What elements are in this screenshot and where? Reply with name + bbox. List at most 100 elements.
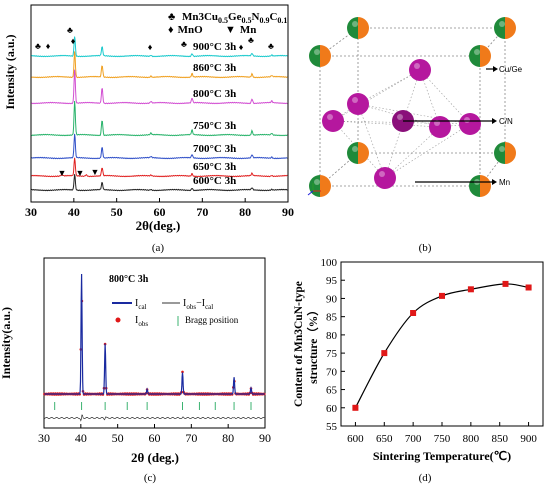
panel-d-ytick-label: 100 bbox=[321, 257, 338, 269]
phase-marker-mn3cugen: ♣ bbox=[181, 39, 187, 49]
phase-marker-mn3cugen: ♣ bbox=[268, 41, 274, 51]
atom-highlight bbox=[327, 114, 333, 120]
atom-highlight bbox=[499, 146, 505, 152]
corner-atom-cu-ge bbox=[469, 175, 491, 197]
xrd-trace-4 bbox=[31, 133, 288, 160]
panel-d-xtick-label: 800 bbox=[463, 433, 480, 445]
panel-d-ytick-label: 55 bbox=[326, 421, 338, 433]
face-atom-mn bbox=[374, 167, 396, 189]
series-label-2: 800°C 3h bbox=[193, 88, 236, 100]
octahedron-edge bbox=[332, 69, 421, 122]
panel-a-x-axis-label: 2θ(deg.) bbox=[136, 218, 181, 233]
phase-marker-mn: ▼ bbox=[58, 168, 67, 178]
atom-half-green bbox=[469, 175, 480, 197]
legend-marker-iobs bbox=[115, 317, 121, 323]
content-data-point bbox=[352, 404, 359, 411]
panel-d-ytick-label: 60 bbox=[326, 403, 338, 415]
panel-a-xtick-label: 40 bbox=[68, 205, 80, 219]
atom-highlight bbox=[379, 171, 385, 177]
atom-half-orange bbox=[358, 142, 369, 164]
series-label-4: 700°C 3h bbox=[193, 143, 236, 155]
atom-half-orange bbox=[320, 45, 331, 67]
content-data-point bbox=[439, 292, 445, 299]
legend-bragg: Bragg position bbox=[185, 315, 239, 325]
panel-d-y-axis-label-line1: Content of Mn3CuN-type bbox=[293, 281, 305, 407]
series-label-0: 900°C 3h bbox=[193, 41, 236, 53]
corner-atom-cu-ge bbox=[469, 45, 491, 67]
panel-a-xtick-label: 50 bbox=[111, 205, 123, 219]
series-label-6: 600°C 3h bbox=[193, 175, 236, 187]
panel-b-crystal-structure: Cu/Ge C/N Mn (b) bbox=[307, 17, 523, 254]
panel-d-ytick-label: 70 bbox=[326, 366, 338, 378]
corner-atom-cu-ge bbox=[494, 142, 516, 164]
panel-d-xtick-label: 700 bbox=[405, 433, 422, 445]
panel-c-xtick-label: 30 bbox=[38, 431, 50, 445]
face-atom-mn bbox=[409, 59, 431, 81]
panel-a-y-axis-label: Intensity (a.u.) bbox=[3, 34, 17, 109]
panel-d-x-axis-label: Sintering Temperature(℃) bbox=[373, 449, 511, 463]
panel-c-xtick-label: 40 bbox=[75, 431, 87, 445]
series-label-5: 650°C 3h bbox=[193, 161, 236, 173]
panel-b-caption: (b) bbox=[419, 242, 432, 254]
octahedron-edge bbox=[384, 123, 471, 179]
panel-a-xtick-label: 60 bbox=[154, 205, 166, 219]
xrd-trace-2 bbox=[31, 69, 288, 105]
atom-half-green bbox=[494, 142, 505, 164]
phase-marker-mn3cugen: ♣ bbox=[248, 35, 254, 45]
panel-a-caption: (a) bbox=[152, 242, 165, 254]
panel-c-chart: 30 40 50 60 70 80 90 800°C 3h Ical Iobs−Ical I… bbox=[0, 257, 271, 484]
corner-atom-cu-ge bbox=[347, 17, 369, 39]
panel-a-xtick-label: 70 bbox=[196, 205, 208, 219]
label-mn: Mn bbox=[499, 178, 510, 187]
legend-iobs: Iobs bbox=[135, 315, 148, 328]
phase-marker-mno: ♦ bbox=[46, 41, 51, 51]
atom-highlight bbox=[414, 63, 420, 69]
atom-half-orange bbox=[358, 17, 369, 39]
panel-d-caption: (d) bbox=[419, 472, 432, 484]
phase-marker-mn: ▼ bbox=[91, 167, 100, 177]
atom-highlight bbox=[499, 21, 505, 27]
content-curve bbox=[354, 283, 529, 409]
series-label-1: 860°C 3h bbox=[193, 62, 236, 74]
panel-c-y-axis-label: Intensity(a.u.) bbox=[0, 307, 13, 379]
content-data-point bbox=[410, 310, 417, 316]
phase-marker-mn3cugen: ♣ bbox=[35, 41, 41, 51]
crystal-label-arrows bbox=[403, 66, 498, 185]
series-label-3: 750°C 3h bbox=[193, 120, 236, 132]
atom-highlight bbox=[314, 179, 320, 185]
legend-iobs-ical: Iobs−Ical bbox=[183, 298, 213, 311]
panel-a-xtick-label: 90 bbox=[282, 205, 294, 219]
atom-half-green bbox=[347, 142, 358, 164]
face-atom-mn bbox=[347, 93, 369, 115]
panel-a-xtick-label: 80 bbox=[239, 205, 251, 219]
atom-highlight bbox=[474, 49, 480, 55]
phase-marker-mno: ♦ bbox=[239, 42, 244, 52]
octahedron-edge bbox=[357, 69, 421, 105]
atom-half-green bbox=[309, 45, 320, 67]
panel-d-ytick-label: 85 bbox=[326, 312, 338, 324]
atom-half-orange bbox=[320, 175, 331, 197]
content-data-point bbox=[502, 280, 509, 287]
legend-ical: Ical bbox=[135, 298, 147, 311]
xrd-trace-6 bbox=[31, 174, 288, 192]
face-atom-mn bbox=[429, 116, 451, 138]
xrd-trace-5 bbox=[31, 157, 288, 178]
atom-half-orange bbox=[505, 142, 516, 164]
panel-c-xtick-label: 60 bbox=[149, 431, 161, 445]
panel-d-ytick-label: 65 bbox=[326, 385, 338, 397]
panel-c-xtick-label: 90 bbox=[259, 431, 271, 445]
content-data-point bbox=[381, 350, 388, 357]
octahedron-edge bbox=[419, 69, 471, 125]
label-c-n: C/N bbox=[499, 117, 513, 126]
panel-d-chart: 600 650 700 750 800 850 900 55 60 65 70 75 80 85 90 95 1… bbox=[293, 257, 544, 484]
panel-d-y-axis-label-line2: structure（%） bbox=[306, 304, 320, 384]
atom-highlight bbox=[352, 97, 358, 103]
octahedron-edge bbox=[384, 126, 441, 179]
corner-atom-cu-ge bbox=[494, 17, 516, 39]
panel-a-xtick-label: 30 bbox=[25, 205, 37, 219]
xrd-trace-3 bbox=[31, 100, 288, 137]
atom-half-green bbox=[469, 45, 480, 67]
panel-c-caption: (c) bbox=[144, 472, 157, 484]
phase-marker-mno: ♦ bbox=[71, 36, 76, 46]
